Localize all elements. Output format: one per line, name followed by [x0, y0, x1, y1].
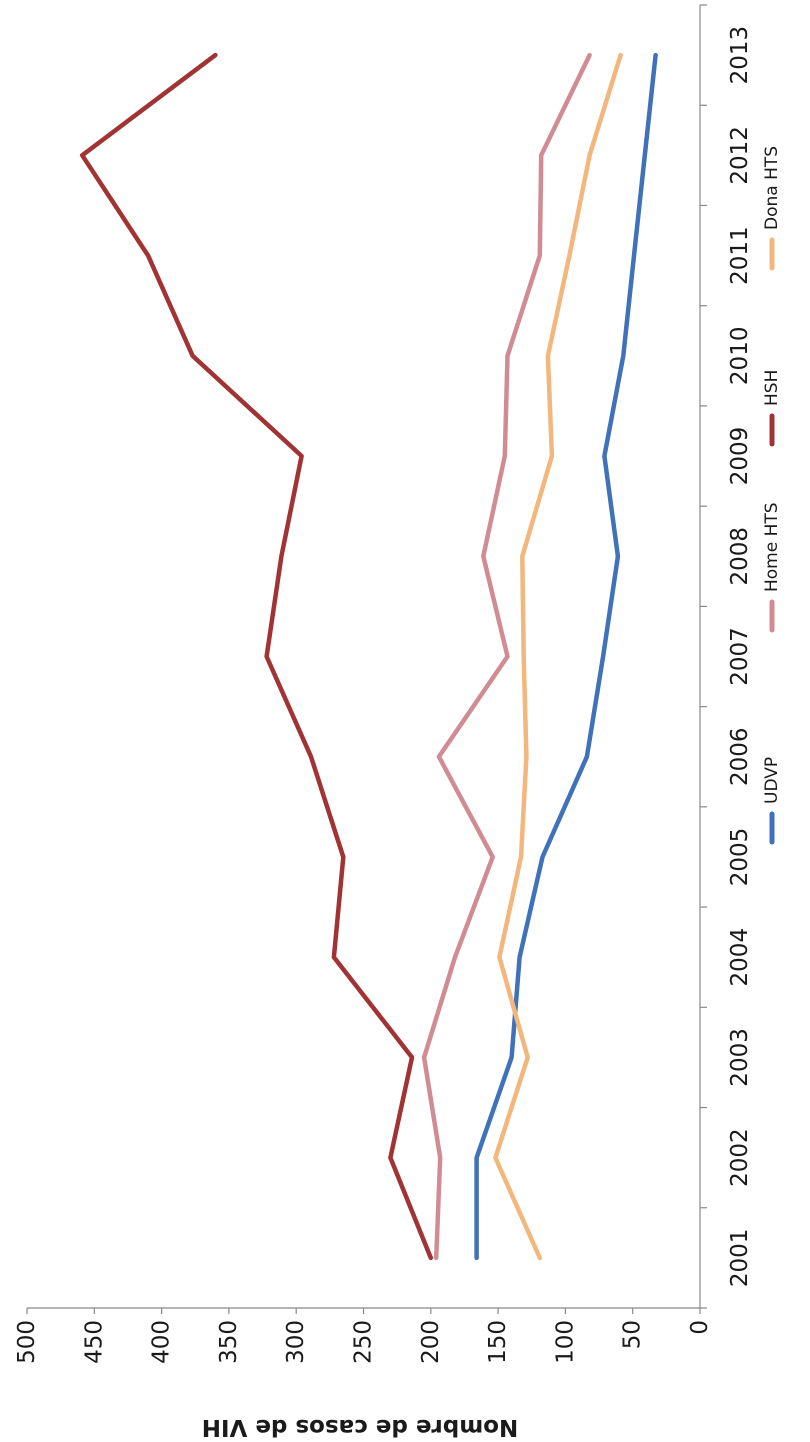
series-line-hsh: [79, 52, 434, 1261]
plot-area: [79, 52, 658, 1261]
series-line-home-hts: [421, 52, 592, 1261]
series-line-udvp: [474, 52, 658, 1261]
x-tick-label: 2008: [727, 527, 753, 586]
legend-label-udvp: UDVP: [762, 757, 782, 804]
x-tick-label: 2003: [727, 1028, 753, 1087]
y-tick-label: 450: [81, 1320, 107, 1364]
y-tick-label: 400: [149, 1320, 175, 1364]
y-tick-label: 350: [216, 1320, 242, 1364]
legend: UDVP Home HTS HSH Dona HTS: [762, 146, 782, 845]
y-tick-label: 150: [485, 1320, 511, 1364]
x-axis-ticks: 2001 2002 2003 2004 2005 2006 2007 2008 2009 2010…: [700, 4, 753, 1309]
y-tick-label: 50: [620, 1320, 646, 1349]
x-tick-label: 2006: [727, 727, 753, 786]
x-tick-label: 2001: [727, 1229, 753, 1288]
x-tick-label: 2009: [727, 427, 753, 486]
x-tick-label: 2012: [727, 126, 753, 185]
y-tick-label: 200: [418, 1320, 444, 1364]
y-tick-label: 250: [351, 1320, 377, 1364]
y-axis-ticks: 0 50 100 150 200 250 300 350 400 450 500: [14, 1308, 713, 1364]
x-tick-label: 2002: [727, 1128, 753, 1187]
axes: [27, 5, 701, 1309]
x-tick-label: 2007: [727, 627, 753, 686]
x-tick-label: 2004: [727, 928, 753, 987]
legend-label-dona-hts: Dona HTS: [762, 146, 782, 230]
y-tick-label: 100: [552, 1320, 578, 1364]
y-tick-label: 0: [687, 1320, 713, 1335]
x-tick-label: 2005: [727, 828, 753, 887]
legend-label-hsh: HSH: [762, 370, 782, 406]
y-tick-label: 300: [283, 1320, 309, 1364]
y-tick-label: 500: [14, 1320, 40, 1364]
series-line-dona-hts: [493, 52, 623, 1261]
legend-label-home-hts: Home HTS: [762, 502, 782, 592]
y-axis-title: Nombre de casos de VIH: [202, 1414, 519, 1440]
x-tick-label: 2010: [727, 327, 753, 386]
x-tick-label: 2011: [727, 226, 753, 285]
x-tick-label: 2013: [727, 26, 753, 85]
